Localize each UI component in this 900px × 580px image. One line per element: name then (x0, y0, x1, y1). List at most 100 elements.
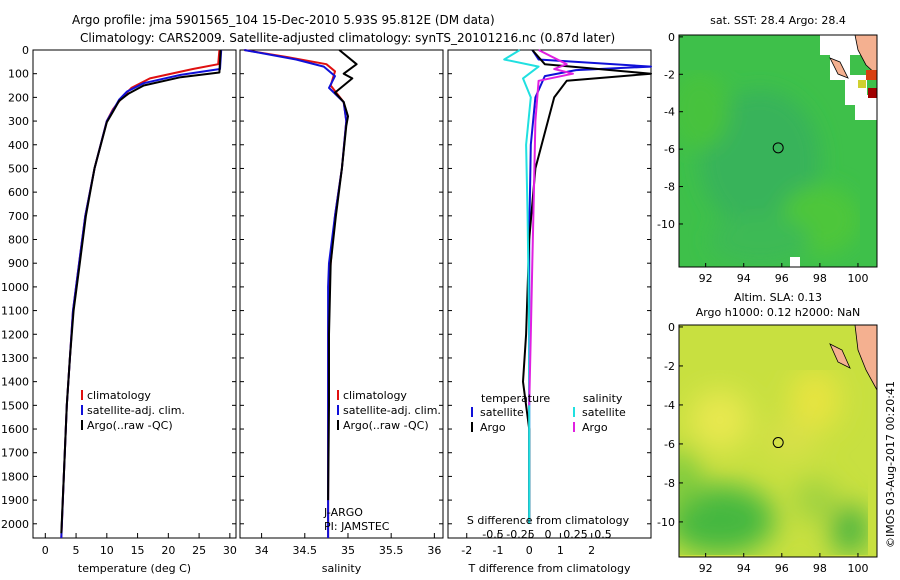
depth-tick-label: 1300 (1, 352, 29, 365)
sst_map-ytick-label: -2 (664, 68, 675, 81)
depth-tick-label: 100 (8, 68, 29, 81)
sla-map-title-2: Argo h1000: 0.12 h2000: NaN (696, 306, 861, 319)
diff-top-xlabel: S difference from climatology (467, 514, 630, 527)
depth-tick-label: 500 (8, 162, 29, 175)
sla_map-xtick-label: 100 (847, 562, 868, 575)
sst-map: sat. SST: 28.4 Argo: 28.4 (678, 14, 878, 268)
temperature-xtick-label: 30 (223, 544, 237, 557)
depth-tick-label: 1200 (1, 328, 29, 341)
sst_map-xtick-label: 98 (813, 272, 827, 285)
depth-tick-label: 1100 (1, 305, 29, 318)
difference-panel (447, 49, 652, 539)
title-line-1: Argo profile: jma 5901565_104 15-Dec-201… (72, 13, 495, 27)
sla_map-xtick-label: 94 (737, 562, 751, 575)
diff-legend-label: Argo (480, 421, 506, 434)
depth-tick-label: 1500 (1, 399, 29, 412)
temperature-xlabel: temperature (deg C) (78, 562, 191, 575)
sla_map-xtick-label: 98 (813, 562, 827, 575)
depth-tick-label: 200 (8, 91, 29, 104)
depth-tick-label: 900 (8, 257, 29, 270)
salinity-xtick-label: 35.5 (379, 544, 404, 557)
salinity-annotation-jargo: J-ARGO (323, 506, 363, 519)
sst_map-xtick-label: 100 (847, 272, 868, 285)
difference-series-t-argo (522, 49, 652, 524)
salinity-xlabel: salinity (322, 562, 362, 575)
temperature-legend-label: climatology (87, 389, 151, 402)
diff-top-xtick-label: -0.5 (482, 528, 503, 541)
salinity-legend-label: climatology (343, 389, 407, 402)
sla-map: Altim. SLA: 0.13 Argo h1000: 0.12 h2000:… (678, 291, 878, 558)
sla_map-ytick-label: -8 (664, 477, 675, 490)
depth-tick-label: 2000 (1, 518, 29, 531)
diff-top-xtick-label: 0.5 (594, 528, 612, 541)
difference-xlabel: T difference from climatology (468, 562, 631, 575)
diff-top-xtick-label: -0.25 (506, 528, 534, 541)
depth-tick-label: 0 (22, 44, 29, 57)
sla_map-ytick-label: -10 (657, 516, 675, 529)
diff-top-xtick-label: 0.25 (563, 528, 588, 541)
depth-tick-label: 800 (8, 234, 29, 247)
sla_map-ytick-label: 0 (668, 321, 675, 334)
sst_map-argo-marker (772, 142, 784, 154)
temperature-panel (32, 49, 237, 539)
salinity-legend-label: satellite-adj. clim. (343, 404, 441, 417)
depth-tick-label: 400 (8, 139, 29, 152)
salinity-series-argo-raw-qc- (327, 49, 358, 501)
diff-legend-title-salinity: salinity (583, 392, 623, 405)
depth-tick-label: 1700 (1, 447, 29, 460)
sst-map-title: sat. SST: 28.4 Argo: 28.4 (710, 14, 846, 27)
sla_map-ytick-label: -6 (664, 438, 675, 451)
salinity-xtick-label: 36 (427, 544, 441, 557)
sst_map-xtick-label: 92 (699, 272, 713, 285)
sst_map-xtick-label: 94 (737, 272, 751, 285)
temperature-xtick-label: 5 (73, 544, 80, 557)
diff-legend-label: satellite (480, 406, 524, 419)
diff-top-xtick-label: 0 (545, 528, 552, 541)
sla_map-xtick-label: 92 (699, 562, 713, 575)
salinity-annotation-pi: PI: JAMSTEC (324, 520, 390, 533)
salinity-xtick-label: 34.5 (293, 544, 318, 557)
temperature-xtick-label: 25 (192, 544, 206, 557)
sst_map-ytick-label: -4 (664, 106, 675, 119)
difference-xtick-label: 1 (557, 544, 564, 557)
temperature-xtick-label: 15 (131, 544, 145, 557)
depth-tick-label: 1400 (1, 376, 29, 389)
difference-xtick-label: -1 (492, 544, 503, 557)
sst_map-ytick-label: -8 (664, 181, 675, 194)
diff-legend-title-temperature: temperature (481, 392, 550, 405)
temperature-series-satellite-adj-clim- (60, 49, 223, 539)
sst_map-xtick-label: 96 (775, 272, 789, 285)
depth-tick-label: 700 (8, 210, 29, 223)
sla-map-title-1: Altim. SLA: 0.13 (734, 291, 822, 304)
salinity-xtick-label: 35 (341, 544, 355, 557)
sla_map-xtick-label: 96 (775, 562, 789, 575)
chart-marks: 0 5 10 15 20 25 300100200300400500600700800900… (1, 31, 868, 575)
diff-legend-label: Argo (582, 421, 608, 434)
diff-legend-label: satellite (582, 406, 626, 419)
temperature-series-argo-raw-qc- (60, 49, 222, 534)
difference-series-s-argo (528, 49, 574, 406)
difference-xtick-label: 2 (588, 544, 595, 557)
sst_map-ytick-label: -6 (664, 143, 675, 156)
depth-tick-label: 1000 (1, 281, 29, 294)
sst_map-ytick-label: 0 (668, 31, 675, 44)
salinity-series-climatology (244, 49, 348, 538)
depth-tick-label: 1900 (1, 494, 29, 507)
temperature-legend-label: Argo(..raw -QC) (87, 419, 173, 432)
temperature-xtick-label: 0 (42, 544, 49, 557)
difference-xtick-label: 0 (526, 544, 533, 557)
temperature-xtick-label: 10 (100, 544, 114, 557)
depth-tick-label: 1800 (1, 470, 29, 483)
salinity-series-satellite-adj-clim- (244, 49, 348, 538)
salinity-legend-label: Argo(..raw -QC) (343, 419, 429, 432)
depth-tick-label: 1600 (1, 423, 29, 436)
salinity-panel (239, 49, 444, 539)
depth-tick-label: 600 (8, 186, 29, 199)
title-line-2: Climatology: CARS2009. Satellite-adjuste… (80, 31, 615, 45)
temperature-legend-label: satellite-adj. clim. (87, 404, 185, 417)
salinity-xtick-label: 34 (255, 544, 269, 557)
imos-watermark: ©IMOS 03-Aug-2017 00:20:41 (884, 381, 897, 548)
depth-tick-label: 300 (8, 115, 29, 128)
sla_map-argo-marker (772, 437, 784, 449)
